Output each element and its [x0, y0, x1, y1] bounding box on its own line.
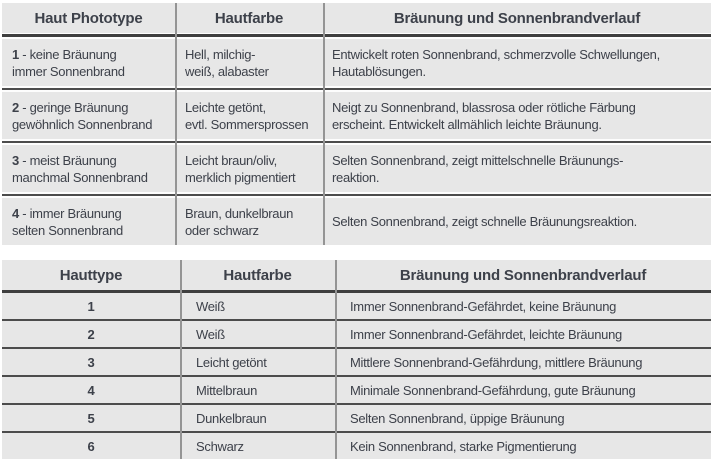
description-cell: Selten Sonnenbrand, üppige Bräunung: [350, 410, 565, 426]
row-rule: [2, 403, 711, 405]
skin-color-cell: Schwarz: [196, 438, 244, 454]
column-divider: [323, 3, 325, 245]
skin-color-cell: Hell, milchig- weiß, alabaster: [185, 46, 269, 79]
row-rule: [2, 192, 711, 198]
table-header-row: Haut Phototype Hautfarbe Bräunung und So…: [2, 3, 711, 33]
skin-type-number: 1: [87, 298, 95, 314]
column-divider: [175, 3, 177, 245]
phototype-cell: 1 - keine Bräunung immer Sonnenbrand: [12, 46, 125, 79]
header-skin-type: Hauttype: [59, 266, 123, 284]
table-row: 4 - immer Bräunung selten Sonnenbrand Br…: [2, 198, 711, 245]
description-cell: Kein Sonnenbrand, starke Pigmentierung: [350, 438, 577, 454]
hauttype-table: Hauttype Hautfarbe Bräunung und Sonnenbr…: [2, 260, 711, 459]
table-header-row: Hauttype Hautfarbe Bräunung und Sonnenbr…: [2, 260, 711, 290]
skin-color-cell: Leichte getönt, evtl. Sommersprossen: [185, 99, 309, 132]
row-rule: [2, 347, 711, 349]
table-row: 3 Leicht getönt Mittlere Sonnenbrand-Gef…: [2, 349, 711, 375]
phototype-table: Haut Phototype Hautfarbe Bräunung und So…: [2, 3, 711, 245]
skin-color-cell: Weiß: [196, 298, 225, 314]
header-tanning: Bräunung und Sonnenbrandverlauf: [399, 266, 647, 284]
skin-type-number: 4: [87, 382, 95, 398]
header-skin-color: Hautfarbe: [214, 9, 284, 27]
phototype-number: 3: [12, 152, 19, 168]
description-cell: Mittlere Sonnenbrand-Gefährdung, mittler…: [350, 354, 643, 370]
description-cell: Selten Sonnenbrand, zeigt schnelle Bräun…: [332, 214, 637, 229]
table-row: 2 Weiß Immer Sonnenbrand-Gefährdet, leic…: [2, 321, 711, 347]
table-row: 6 Schwarz Kein Sonnenbrand, starke Pigme…: [2, 433, 711, 459]
header-skin-color: Hautfarbe: [223, 266, 292, 284]
column-divider: [335, 260, 337, 459]
row-rule: [2, 431, 711, 433]
phototype-number: 4: [12, 205, 19, 221]
table-row: 2 - geringe Bräunung gewöhnlich Sonnenbr…: [2, 92, 711, 139]
phototype-cell: 3 - meist Bräunung manchmal Sonnenbrand: [12, 152, 148, 185]
description-cell: Neigt zu Sonnenbrand, blassrosa oder röt…: [332, 99, 636, 132]
phototype-cell: 2 - geringe Bräunung gewöhnlich Sonnenbr…: [12, 99, 153, 132]
skin-color-cell: Dunkelbraun: [196, 410, 267, 426]
description-cell: Entwickelt roten Sonnenbrand, schmerzvol…: [332, 46, 660, 79]
table-row: 5 Dunkelbraun Selten Sonnenbrand, üppige…: [2, 405, 711, 431]
row-rule: [2, 319, 711, 321]
header-rule: [2, 33, 711, 39]
phototype-number: 2: [12, 99, 19, 115]
header-tanning: Bräunung und Sonnenbrandverlauf: [393, 9, 641, 27]
description-cell: Immer Sonnenbrand-Gefährdet, keine Bräun…: [350, 298, 617, 314]
skin-type-number: 6: [87, 438, 95, 454]
skin-type-number: 2: [87, 326, 95, 342]
phototype-number: 1: [12, 46, 19, 62]
phototype-cell: 4 - immer Bräunung selten Sonnenbrand: [12, 205, 123, 238]
table-row: 3 - meist Bräunung manchmal Sonnenbrand …: [2, 145, 711, 192]
table-row: 4 Mittelbraun Minimale Sonnenbrand-Gefäh…: [2, 377, 711, 403]
skin-color-cell: Braun, dunkelbraun oder schwarz: [185, 205, 294, 238]
description-cell: Immer Sonnenbrand-Gefährdet, leichte Brä…: [350, 326, 622, 342]
skin-color-cell: Leicht getönt: [196, 354, 267, 370]
header-phototype: Haut Phototype: [34, 9, 143, 27]
skin-type-number: 3: [87, 354, 95, 370]
skin-color-cell: Mittelbraun: [196, 382, 258, 398]
table-row: 1 - keine Bräunung immer Sonnenbrand Hel…: [2, 39, 711, 86]
skin-color-cell: Leicht braun/oliv, merklich pigmentiert: [185, 152, 296, 185]
column-divider: [180, 260, 182, 459]
skin-color-cell: Weiß: [196, 326, 225, 342]
row-rule: [2, 375, 711, 377]
table-row: 1 Weiß Immer Sonnenbrand-Gefährdet, kein…: [2, 293, 711, 319]
row-rule: [2, 139, 711, 145]
row-rule: [2, 86, 711, 92]
header-rule: [2, 290, 711, 293]
description-cell: Minimale Sonnenbrand-Gefährdung, gute Br…: [350, 382, 636, 398]
description-cell: Selten Sonnenbrand, zeigt mittelschnelle…: [332, 152, 624, 185]
skin-type-number: 5: [87, 410, 95, 426]
